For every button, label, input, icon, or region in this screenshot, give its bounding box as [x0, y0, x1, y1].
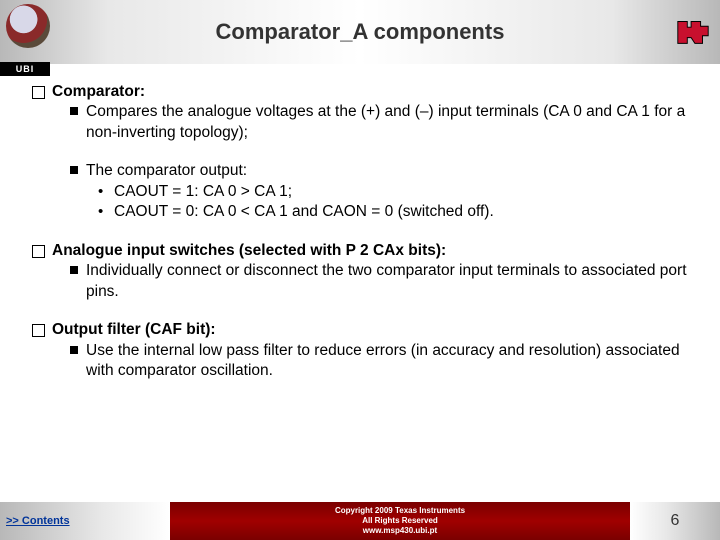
- section-heading: Comparator:: [32, 82, 692, 102]
- spacer: [32, 143, 692, 161]
- ti-logo-icon: [674, 12, 712, 50]
- footer-copyright: Copyright 2009 Texas Instruments All Rig…: [170, 502, 630, 540]
- ubi-label: UBI: [0, 62, 50, 76]
- slide: Comparator_A components UBI Comparator:C…: [0, 0, 720, 540]
- section-heading: Output filter (CAF bit):: [32, 320, 692, 340]
- copyright-line1: Copyright 2009 Texas Instruments: [170, 506, 630, 516]
- section-heading: Analogue input switches (selected with P…: [32, 241, 692, 261]
- bullet-item: CAOUT = 1: CA 0 > CA 1;: [32, 182, 692, 202]
- footer-left: >> Contents: [0, 502, 170, 540]
- sub-item: Individually connect or disconnect the t…: [32, 261, 692, 302]
- contents-link[interactable]: >> Contents: [6, 515, 70, 527]
- footer-site: www.msp430.ubi.pt: [170, 526, 630, 536]
- section: Comparator:Compares the analogue voltage…: [32, 82, 692, 223]
- slide-content: Comparator:Compares the analogue voltage…: [0, 64, 720, 502]
- sub-item: Use the internal low pass filter to redu…: [32, 341, 692, 382]
- page-number: 6: [630, 502, 720, 540]
- university-crest-icon: [6, 4, 50, 48]
- copyright-line2: All Rights Reserved: [170, 516, 630, 526]
- sub-item: Compares the analogue voltages at the (+…: [32, 102, 692, 143]
- bullet-item: CAOUT = 0: CA 0 < CA 1 and CAON = 0 (swi…: [32, 202, 692, 222]
- slide-footer: >> Contents Copyright 2009 Texas Instrum…: [0, 502, 720, 540]
- slide-title: Comparator_A components: [216, 19, 505, 45]
- section: Analogue input switches (selected with P…: [32, 241, 692, 302]
- slide-header: Comparator_A components UBI: [0, 0, 720, 64]
- sub-item: The comparator output:: [32, 161, 692, 181]
- section: Output filter (CAF bit):Use the internal…: [32, 320, 692, 381]
